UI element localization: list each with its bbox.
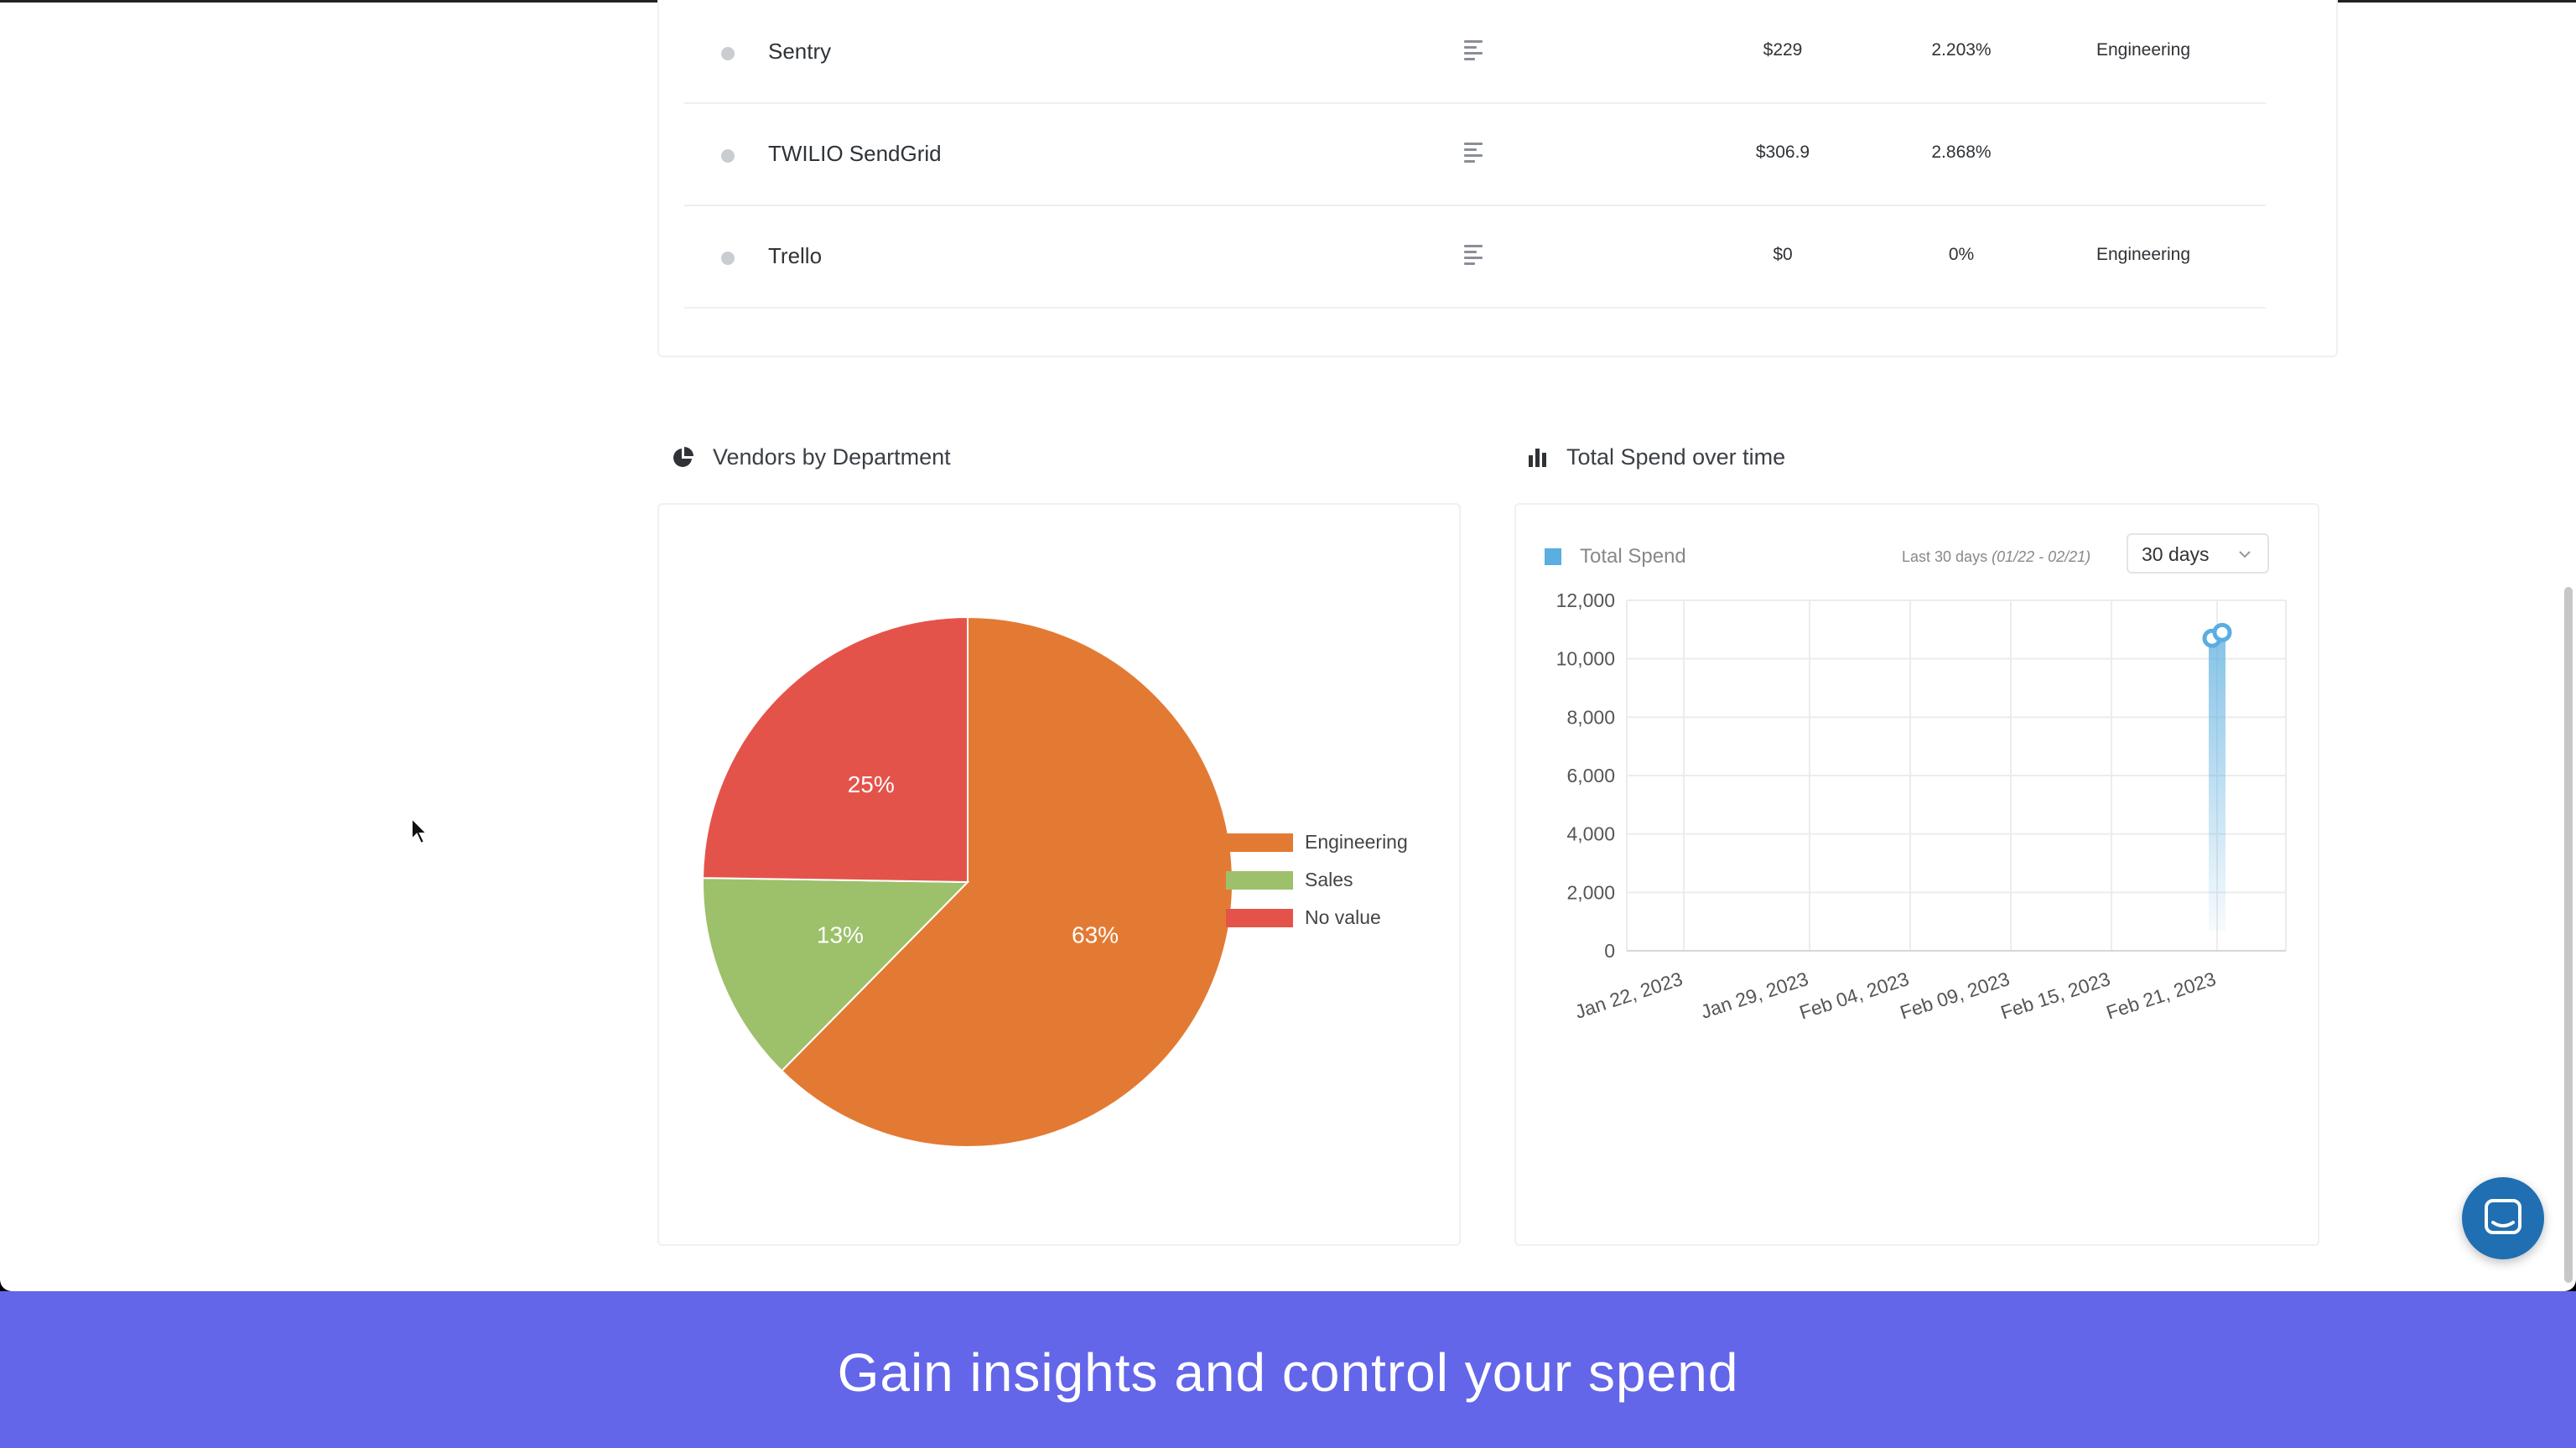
table-row[interactable]: TWILIO SendGrid $306.9 2.868% xyxy=(684,102,2266,206)
data-point[interactable] xyxy=(2212,622,2232,642)
vendor-name[interactable]: Sentry xyxy=(768,39,832,64)
notes-icon[interactable] xyxy=(1464,245,1483,265)
x-tick-label: Jan 22, 2023 xyxy=(1572,968,1685,1023)
vendor-department: Engineering xyxy=(2096,245,2191,264)
mouse-cursor-icon xyxy=(411,817,429,845)
period-select[interactable]: 30 days xyxy=(2127,533,2269,573)
total-spend-card: 12,000 10,000 8,000 6,000 4,000 2,000 0 Jan 22,… xyxy=(1514,503,2319,1246)
bar-chart-icon xyxy=(1529,448,1546,467)
period-select-value: 30 days xyxy=(2142,543,2210,565)
status-dot xyxy=(721,149,735,163)
x-tick-label: Jan 29, 2023 xyxy=(1698,968,1811,1023)
banner-text: Gain insights and control your spend xyxy=(837,1342,1739,1403)
legend-item-engineering[interactable]: Engineering xyxy=(1226,823,1408,861)
series-area xyxy=(2209,632,2225,931)
total-spend-chart: 12,000 10,000 8,000 6,000 4,000 2,000 0 Jan 22,… xyxy=(1556,589,2287,1024)
range-dates: (01/22 - 02/21) xyxy=(1992,548,2091,565)
table-row[interactable]: Sentry $229 2.203% Engineering xyxy=(684,0,2266,104)
vendor-amount: $0 xyxy=(1773,245,1793,264)
x-tick-label: Feb 21, 2023 xyxy=(2104,968,2219,1024)
promo-banner: Gain insights and control your spend xyxy=(0,1291,2576,1448)
vendor-name[interactable]: TWILIO SendGrid xyxy=(768,141,942,166)
legend-label: Sales xyxy=(1305,869,1353,890)
x-tick-label: Feb 09, 2023 xyxy=(1898,968,2012,1024)
vendor-name[interactable]: Trello xyxy=(768,243,823,268)
pie-slice-label: 13% xyxy=(817,921,864,947)
legend-item-sales[interactable]: Sales xyxy=(1226,861,1408,899)
y-tick-label: 0 xyxy=(1604,940,1615,962)
legend-swatch xyxy=(1226,870,1293,890)
section-title-text: Total Spend over time xyxy=(1566,444,1786,470)
y-tick-label: 2,000 xyxy=(1566,881,1615,903)
scrollbar[interactable] xyxy=(2564,587,2573,1283)
y-tick-label: 10,000 xyxy=(1556,648,1615,670)
vendors-table-card: Sentry $229 2.203% Engineering TWILIO Se… xyxy=(657,0,2338,357)
vendor-percent: 2.868% xyxy=(1931,143,1992,162)
legend-item-no-value[interactable]: No value xyxy=(1226,899,1408,937)
series-legend[interactable]: Total Spend xyxy=(1545,545,1686,568)
notes-icon[interactable] xyxy=(1464,40,1483,60)
pie-chart: 63% 13% 25% xyxy=(702,615,1233,1148)
y-tick-label: 12,000 xyxy=(1556,589,1615,611)
legend-label: No value xyxy=(1305,906,1381,928)
pie-slice-no-value[interactable] xyxy=(702,615,969,884)
pie-legend: Engineering Sales No value xyxy=(1226,823,1408,937)
x-tick-label: Feb 04, 2023 xyxy=(1797,968,1912,1024)
pie-slice-sales[interactable] xyxy=(702,877,970,1072)
section-title-text: Vendors by Department xyxy=(713,444,951,470)
vendor-percent: 2.203% xyxy=(1931,40,1992,60)
table-row[interactable]: Trello $0 0% Engineering xyxy=(684,205,2266,309)
pie-slice-label: 63% xyxy=(1072,921,1119,947)
page-content: Sentry $229 2.203% Engineering TWILIO Se… xyxy=(0,0,2576,1291)
legend-label: Engineering xyxy=(1305,831,1408,853)
pie-slice-engineering[interactable] xyxy=(780,615,1233,1148)
date-range-label: Last 30 days (01/22 - 02/21) xyxy=(1902,548,2090,566)
vendors-by-department-card: 63% 13% 25% Engineering Sales No value xyxy=(657,503,1461,1246)
legend-swatch xyxy=(1545,548,1561,565)
vendor-amount: $229 xyxy=(1763,40,1803,60)
vendors-by-department-title: Vendors by Department xyxy=(671,444,951,470)
pie-slice-label: 25% xyxy=(848,771,895,797)
y-tick-label: 4,000 xyxy=(1566,823,1615,845)
chevron-down-icon xyxy=(2239,551,2251,558)
vendor-department: Engineering xyxy=(2096,40,2191,60)
notes-icon[interactable] xyxy=(1464,143,1483,163)
chat-icon xyxy=(2485,1199,2521,1234)
vendor-amount: $306.9 xyxy=(1755,143,1810,162)
total-spend-title: Total Spend over time xyxy=(1528,444,1785,470)
legend-swatch xyxy=(1226,833,1293,852)
legend-swatch xyxy=(1226,908,1293,927)
range-prefix: Last 30 days xyxy=(1902,548,1988,565)
vendor-percent: 0% xyxy=(1948,245,1975,264)
legend-label: Total Spend xyxy=(1580,545,1686,568)
pie-chart-icon xyxy=(673,446,693,467)
chat-launcher-button[interactable] xyxy=(2462,1177,2544,1259)
status-dot xyxy=(721,252,735,265)
status-dot xyxy=(721,47,735,60)
y-tick-label: 8,000 xyxy=(1566,706,1615,728)
y-tick-label: 6,000 xyxy=(1566,765,1615,786)
x-tick-label: Feb 15, 2023 xyxy=(1998,968,2113,1024)
